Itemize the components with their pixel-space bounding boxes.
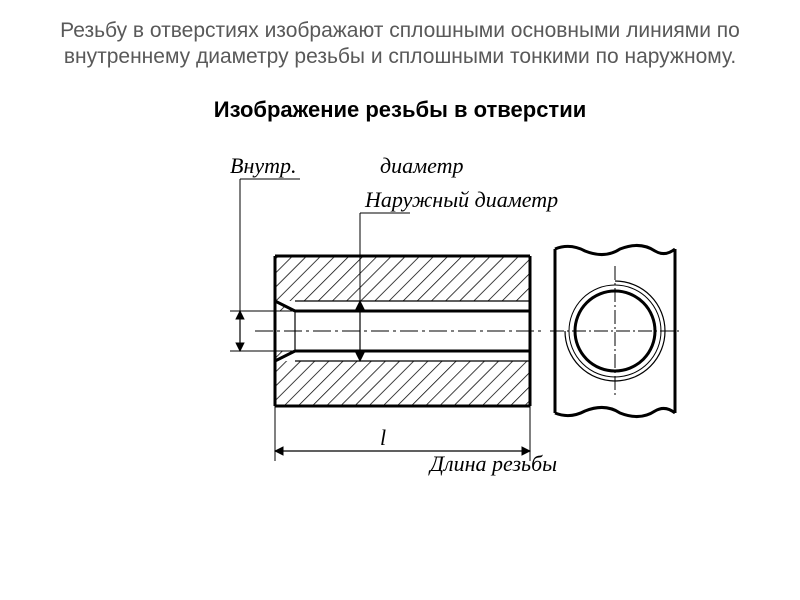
description-paragraph: Резьбу в отверстиях изображают сплошными…	[0, 0, 800, 71]
label-outer-diameter: Наружный диаметр	[364, 187, 558, 212]
label-length-symbol: l	[380, 425, 386, 450]
label-diameter-word-1: диаметр	[380, 153, 464, 178]
label-thread-length: Длина резьбы	[428, 451, 557, 476]
label-inner-diameter: Внутр.	[230, 153, 297, 178]
thread-hole-diagram: Внутр. диаметр Наружный диаметр l Длина …	[100, 151, 700, 511]
diagram-title: Изображение резьбы в отверстии	[0, 97, 800, 123]
